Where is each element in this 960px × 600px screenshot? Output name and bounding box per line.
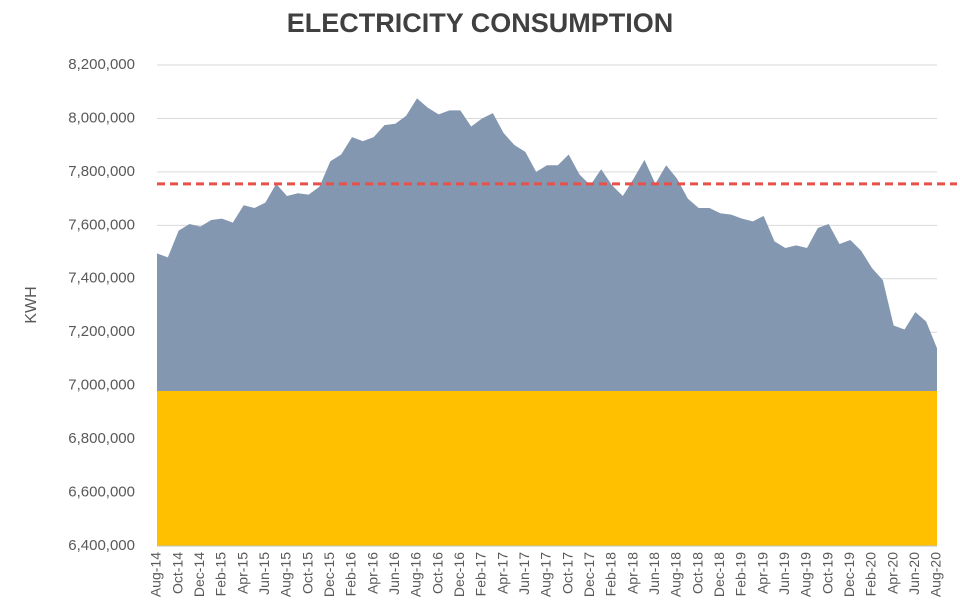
x-tick-label: Jun-16 [386, 552, 402, 595]
x-tick-label: Dec-19 [841, 552, 857, 597]
x-tick-label: Aug-18 [668, 552, 684, 597]
x-tick-label: Aug-17 [538, 552, 554, 597]
x-tick-label: Oct-19 [819, 552, 835, 594]
y-tick-label: 6,800,000 [68, 430, 135, 447]
y-tick-label: 7,200,000 [68, 323, 135, 340]
y-tick-label: 6,600,000 [68, 484, 135, 501]
x-tick-label: Feb-15 [213, 552, 229, 597]
x-tick-label: Aug-15 [278, 552, 294, 597]
y-tick-label: 7,800,000 [68, 163, 135, 180]
x-tick-label: Feb-20 [863, 552, 879, 597]
x-tick-label: Apr-19 [754, 552, 770, 594]
x-tick-label: Apr-16 [364, 552, 380, 594]
x-tick-label: Feb-17 [473, 552, 489, 597]
x-tick-label: Oct-16 [429, 552, 445, 594]
y-tick-label: 7,600,000 [68, 216, 135, 233]
y-axis-label: KWH [23, 286, 40, 323]
area [157, 391, 937, 546]
x-tick-label: Dec-16 [451, 552, 467, 597]
x-tick-label: Jun-20 [906, 552, 922, 595]
y-tick-label: 8,200,000 [68, 56, 135, 73]
y-tick-label: 7,000,000 [68, 377, 135, 394]
x-tick-label: Aug-14 [148, 552, 164, 597]
x-tick-label: Apr-20 [884, 552, 900, 594]
x-tick-label: Aug-16 [408, 552, 424, 597]
x-tick-label: Apr-18 [624, 552, 640, 594]
x-tick-label: Oct-15 [299, 552, 315, 594]
y-tick-label: 6,400,000 [68, 537, 135, 554]
x-tick-label: Dec-18 [711, 552, 727, 597]
x-tick-label: Feb-19 [733, 552, 749, 597]
chart-title: ELECTRICITY CONSUMPTION [287, 8, 674, 38]
x-tick-label: Jun-18 [646, 552, 662, 595]
x-tick-label: Apr-17 [494, 552, 510, 594]
x-tick-label: Oct-14 [169, 552, 185, 594]
x-tick-label: Jun-17 [516, 552, 532, 595]
x-tick-label: Jun-15 [256, 552, 272, 595]
x-tick-label: Jun-19 [776, 552, 792, 595]
x-tick-label: Dec-14 [191, 552, 207, 597]
y-tick-label: 8,000,000 [68, 109, 135, 126]
x-tick-label: Aug-19 [798, 552, 814, 597]
x-tick-label: Dec-15 [321, 552, 337, 597]
x-tick-label: Feb-18 [603, 552, 619, 597]
x-tick-label: Apr-15 [234, 552, 250, 594]
y-tick-label: 7,400,000 [68, 270, 135, 287]
x-tick-label: Aug-20 [928, 552, 944, 597]
x-tick-label: Oct-18 [689, 552, 705, 594]
x-tick-label: Feb-16 [343, 552, 359, 597]
x-tick-label: Dec-17 [581, 552, 597, 597]
x-tick-label: Oct-17 [559, 552, 575, 594]
